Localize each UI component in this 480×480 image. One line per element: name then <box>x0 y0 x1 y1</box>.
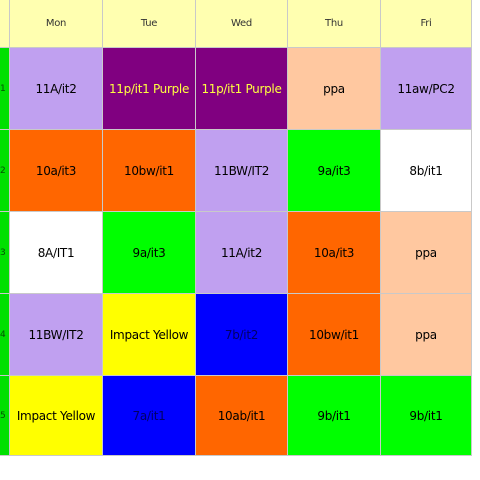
lesson-cell[interactable]: Impact Yellow <box>103 294 196 376</box>
lesson-cell[interactable]: 11BW/IT2 <box>196 130 288 212</box>
lesson-cell[interactable]: 10bw/it1 <box>288 294 381 376</box>
lesson-cell[interactable]: 10ab/it1 <box>196 376 288 456</box>
lesson-cell[interactable]: 10a/it3 <box>10 130 103 212</box>
period-label: 1 <box>0 48 10 130</box>
day-header-mon: Mon <box>10 0 103 48</box>
day-header-thu: Thu <box>288 0 381 48</box>
lesson-cell[interactable]: 10bw/it1 <box>103 130 196 212</box>
timetable-grid: Mon Tue Wed Thu Fri 1 11A/it2 11p/it1 Pu… <box>0 0 472 456</box>
lesson-cell[interactable]: 11A/it2 <box>10 48 103 130</box>
day-header-tue: Tue <box>103 0 196 48</box>
corner-cell <box>0 0 10 48</box>
lesson-cell[interactable]: ppa <box>381 212 472 294</box>
lesson-cell[interactable]: 10a/it3 <box>288 212 381 294</box>
lesson-cell[interactable]: 11A/it2 <box>196 212 288 294</box>
lesson-cell[interactable]: 8A/IT1 <box>10 212 103 294</box>
lesson-cell[interactable]: 8b/it1 <box>381 130 472 212</box>
period-label: 4 <box>0 294 10 376</box>
lesson-cell[interactable]: Impact Yellow <box>10 376 103 456</box>
lesson-cell[interactable]: 9b/it1 <box>288 376 381 456</box>
lesson-cell[interactable]: 7a/it1 <box>103 376 196 456</box>
lesson-cell[interactable]: 7b/it2 <box>196 294 288 376</box>
period-label: 3 <box>0 212 10 294</box>
period-label: 5 <box>0 376 10 456</box>
day-header-wed: Wed <box>196 0 288 48</box>
lesson-cell[interactable]: 9b/it1 <box>381 376 472 456</box>
lesson-cell[interactable]: 11aw/PC2 <box>381 48 472 130</box>
lesson-cell[interactable]: ppa <box>381 294 472 376</box>
lesson-cell[interactable]: 9a/it3 <box>103 212 196 294</box>
lesson-cell[interactable]: 9a/it3 <box>288 130 381 212</box>
lesson-cell[interactable]: 11p/it1 Purple <box>103 48 196 130</box>
lesson-cell[interactable]: 11BW/IT2 <box>10 294 103 376</box>
lesson-cell[interactable]: 11p/it1 Purple <box>196 48 288 130</box>
period-label: 2 <box>0 130 10 212</box>
lesson-cell[interactable]: ppa <box>288 48 381 130</box>
day-header-fri: Fri <box>381 0 472 48</box>
